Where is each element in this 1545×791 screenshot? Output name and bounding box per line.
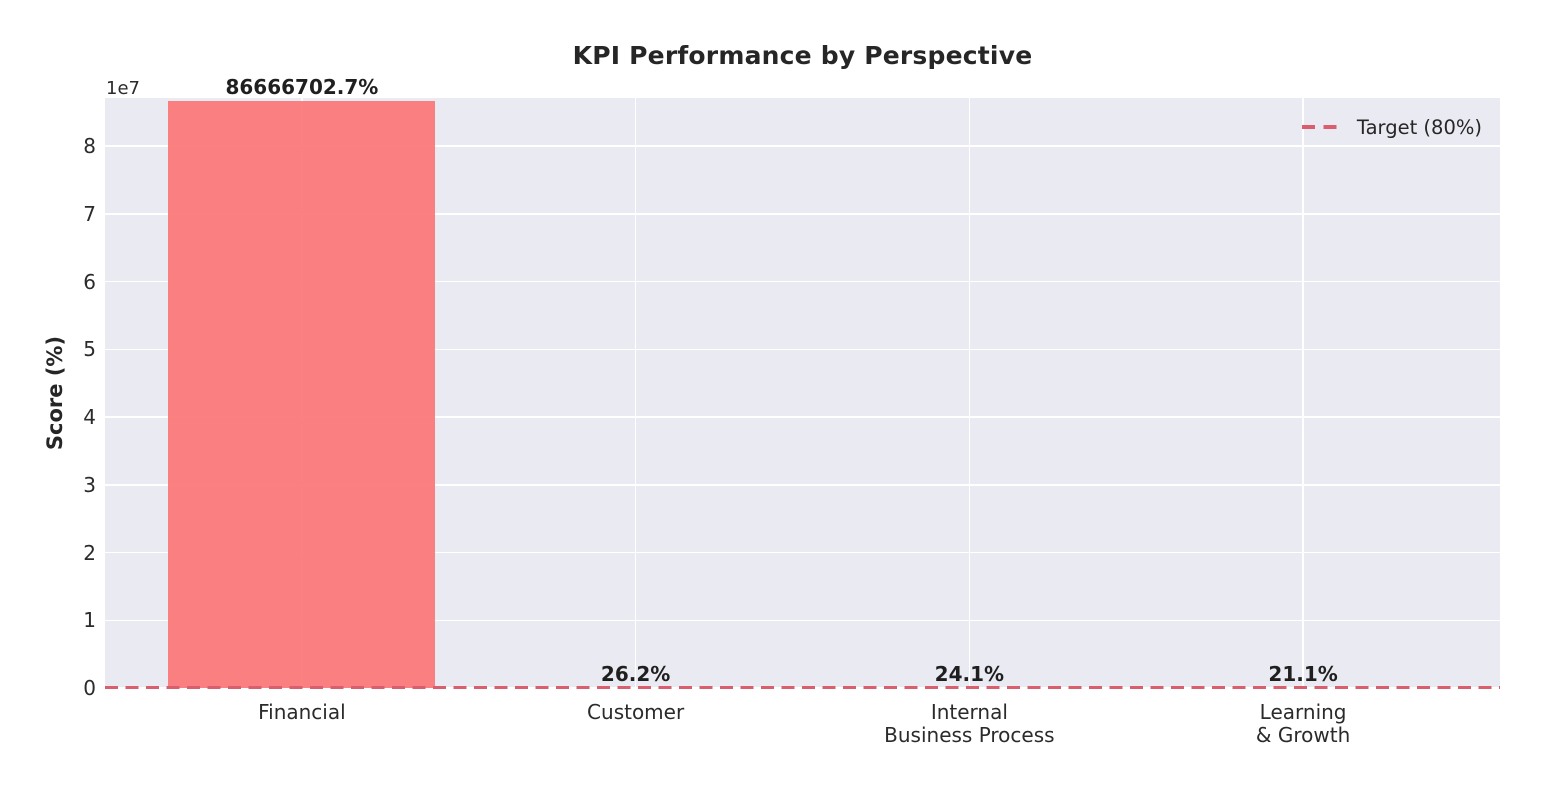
y-tick-label: 0 [83, 676, 96, 700]
bar-value-label: 26.2% [600, 662, 671, 686]
legend: Target (80%) [1301, 115, 1482, 139]
bar-value-label: 86666702.7% [225, 74, 379, 99]
x-tick-label: Learning & Growth [1255, 700, 1351, 747]
gridline-horizontal [105, 619, 1500, 621]
gridline-horizontal [105, 280, 1500, 283]
bar [168, 100, 436, 688]
target-line [105, 686, 1500, 690]
y-tick-label: 1 [83, 608, 96, 633]
gridline-horizontal [105, 145, 1500, 147]
y-tick-label: 2 [83, 540, 96, 565]
gridline-vertical [634, 98, 637, 688]
gridline-horizontal [105, 213, 1500, 215]
gridline-horizontal [105, 348, 1500, 351]
x-tick-label: Financial [258, 700, 346, 724]
x-tick-label: Customer [587, 700, 685, 724]
y-tick-label: 6 [83, 269, 96, 294]
legend-label: Target (80%) [1356, 115, 1482, 139]
x-tick-label: Internal Business Process [884, 700, 1055, 747]
bar-value-label: 24.1% [934, 662, 1005, 686]
bar-value-label: 21.1% [1268, 662, 1338, 686]
y-tick-label: 5 [83, 337, 96, 362]
gridline-vertical [968, 98, 971, 688]
y-tick-label: 3 [83, 472, 96, 497]
plot-area: 86666702.7% 26.2% 24.1% 21.1% [105, 76, 1500, 690]
target-line-legend-swatch [1301, 125, 1344, 129]
y-axis-offset-text: 1e7 [106, 78, 140, 99]
y-tick-label: 7 [83, 201, 96, 226]
y-tick-label: 8 [83, 134, 96, 159]
gridline-horizontal [105, 484, 1500, 486]
gridline-horizontal [105, 416, 1500, 418]
y-tick-label: 4 [83, 405, 96, 430]
gridline-horizontal [105, 551, 1500, 554]
gridline-vertical [1302, 98, 1304, 688]
chart-title: KPI Performance by Perspective [572, 41, 1033, 70]
